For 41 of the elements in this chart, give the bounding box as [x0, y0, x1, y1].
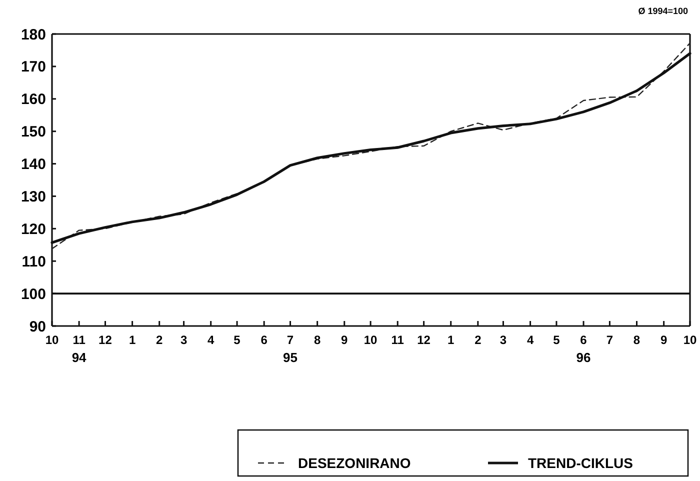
x-tick-label: 4 — [526, 333, 534, 347]
x-tick-label: 9 — [660, 333, 668, 347]
x-tick-label: 1 — [128, 333, 136, 347]
text: Ø 1994=100 — [638, 6, 688, 16]
x-tick-label: 2 — [474, 333, 482, 347]
y-tick-label: 150 — [20, 124, 46, 141]
x-tick-label: 1 — [448, 333, 455, 347]
x-tick-label: 9 — [341, 333, 348, 347]
x-tick-label: 10 — [45, 333, 59, 347]
x-tick-label: 6 — [580, 333, 588, 347]
y-tick-label: 100 — [20, 286, 46, 303]
x-tick-label: 2 — [156, 333, 164, 347]
legend-label: TREND-CIKLUS — [528, 454, 633, 471]
text: 95 — [283, 350, 298, 365]
y-tick-label: 120 — [20, 220, 46, 238]
x-tick-label: 4 — [208, 333, 214, 347]
y-tick-label: 170 — [20, 58, 46, 76]
x-tick-label: 7 — [606, 333, 614, 347]
y-tick-label: 180 — [20, 26, 46, 44]
text: 94 — [72, 350, 88, 365]
x-tick-label: 10 — [683, 333, 697, 347]
text: 96 — [576, 350, 591, 365]
x-tick-label: 5 — [553, 333, 560, 347]
x-tick-label: 8 — [633, 333, 640, 347]
legend-label: DESEZONIRANO — [298, 454, 411, 471]
x-tick-label: 6 — [260, 333, 268, 347]
y-tick-label: 160 — [20, 91, 46, 108]
x-tick-label: 10 — [364, 333, 378, 347]
x-tick-label: 7 — [286, 333, 294, 347]
x-tick-label: 3 — [500, 333, 507, 347]
y-tick-label: 130 — [20, 188, 46, 206]
x-tick-label: 11 — [72, 333, 86, 347]
x-tick-label: 5 — [234, 333, 241, 347]
x-tick-label: 12 — [417, 333, 431, 347]
x-tick-label: 12 — [98, 333, 112, 347]
x-tick-label: 3 — [180, 333, 188, 347]
y-tick-label: 90 — [29, 318, 46, 336]
x-tick-label: 8 — [314, 333, 321, 347]
y-tick-label: 140 — [20, 156, 46, 174]
y-tick-label: 110 — [22, 253, 46, 270]
x-tick-label: 11 — [391, 333, 404, 347]
